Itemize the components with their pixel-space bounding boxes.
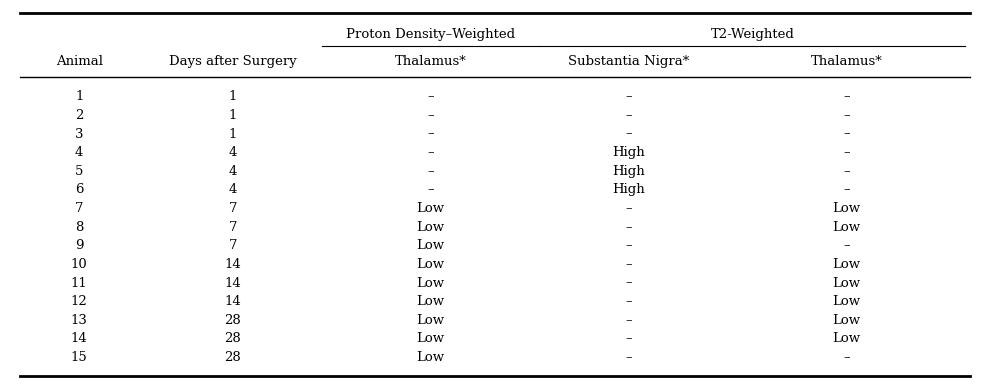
Text: 14: 14 [71, 333, 87, 345]
Text: Substantia Nigra*: Substantia Nigra* [568, 55, 689, 68]
Text: 7: 7 [229, 221, 237, 233]
Text: Low: Low [833, 314, 860, 327]
Text: 4: 4 [229, 146, 237, 159]
Text: 28: 28 [225, 314, 241, 327]
Text: 1: 1 [229, 90, 237, 103]
Text: 1: 1 [229, 109, 237, 122]
Text: –: – [428, 146, 434, 159]
Text: –: – [428, 127, 434, 141]
Text: Low: Low [833, 295, 860, 308]
Text: 5: 5 [75, 165, 83, 178]
Text: Low: Low [417, 202, 445, 215]
Text: –: – [626, 351, 632, 364]
Text: –: – [626, 276, 632, 290]
Text: 4: 4 [229, 165, 237, 178]
Text: Low: Low [417, 258, 445, 271]
Text: Proton Density–Weighted: Proton Density–Weighted [346, 28, 515, 41]
Text: Low: Low [833, 221, 860, 233]
Text: 28: 28 [225, 351, 241, 364]
Text: –: – [626, 202, 632, 215]
Text: –: – [626, 221, 632, 233]
Text: 7: 7 [75, 202, 83, 215]
Text: Low: Low [417, 239, 445, 252]
Text: 3: 3 [75, 127, 83, 141]
Text: Days after Surgery: Days after Surgery [168, 55, 297, 68]
Text: 9: 9 [75, 239, 83, 252]
Text: 13: 13 [70, 314, 88, 327]
Text: Animal: Animal [55, 55, 103, 68]
Text: 14: 14 [225, 295, 241, 308]
Text: Low: Low [833, 276, 860, 290]
Text: –: – [428, 165, 434, 178]
Text: –: – [626, 258, 632, 271]
Text: Low: Low [417, 295, 445, 308]
Text: –: – [843, 165, 849, 178]
Text: –: – [843, 109, 849, 122]
Text: High: High [612, 184, 645, 196]
Text: –: – [428, 184, 434, 196]
Text: Low: Low [833, 202, 860, 215]
Text: High: High [612, 146, 645, 159]
Text: –: – [626, 239, 632, 252]
Text: Low: Low [417, 333, 445, 345]
Text: 2: 2 [75, 109, 83, 122]
Text: –: – [843, 90, 849, 103]
Text: –: – [626, 90, 632, 103]
Text: T2-Weighted: T2-Weighted [711, 28, 794, 41]
Text: –: – [843, 239, 849, 252]
Text: 7: 7 [229, 202, 237, 215]
Text: 6: 6 [75, 184, 83, 196]
Text: –: – [626, 127, 632, 141]
Text: Low: Low [833, 333, 860, 345]
Text: 15: 15 [71, 351, 87, 364]
Text: Low: Low [417, 314, 445, 327]
Text: 14: 14 [225, 258, 241, 271]
Text: 4: 4 [229, 184, 237, 196]
Text: –: – [626, 295, 632, 308]
Text: Thalamus*: Thalamus* [811, 55, 882, 68]
Text: –: – [843, 127, 849, 141]
Text: –: – [843, 146, 849, 159]
Text: Low: Low [833, 258, 860, 271]
Text: 12: 12 [71, 295, 87, 308]
Text: High: High [612, 165, 645, 178]
Text: –: – [428, 109, 434, 122]
Text: 1: 1 [229, 127, 237, 141]
Text: 4: 4 [75, 146, 83, 159]
Text: Thalamus*: Thalamus* [395, 55, 466, 68]
Text: –: – [843, 351, 849, 364]
Text: Low: Low [417, 276, 445, 290]
Text: –: – [843, 184, 849, 196]
Text: Low: Low [417, 221, 445, 233]
Text: 10: 10 [71, 258, 87, 271]
Text: 1: 1 [75, 90, 83, 103]
Text: 8: 8 [75, 221, 83, 233]
Text: 11: 11 [71, 276, 87, 290]
Text: –: – [626, 314, 632, 327]
Text: –: – [428, 90, 434, 103]
Text: Low: Low [417, 351, 445, 364]
Text: –: – [626, 333, 632, 345]
Text: –: – [626, 109, 632, 122]
Text: 7: 7 [229, 239, 237, 252]
Text: 28: 28 [225, 333, 241, 345]
Text: 14: 14 [225, 276, 241, 290]
